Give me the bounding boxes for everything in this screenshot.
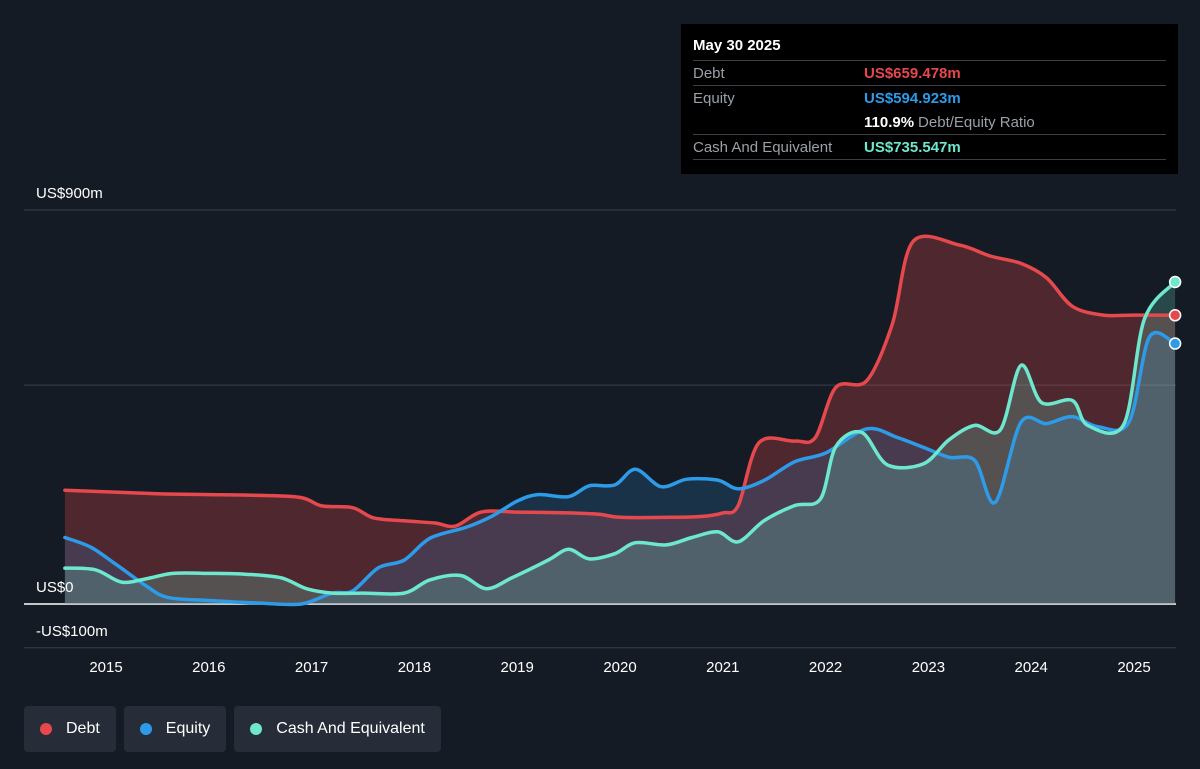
x-tick-label: 2023 [912, 659, 945, 676]
cash-end-point[interactable] [1168, 275, 1182, 289]
x-tick-label: 2021 [706, 659, 739, 676]
x-tick-label: 2019 [501, 659, 534, 676]
x-tick-label: 2025 [1117, 659, 1150, 676]
tooltip-cash-value: US$735.547m [864, 138, 961, 156]
x-tick-label: 2018 [398, 659, 431, 676]
tooltip-date: May 30 2025 [693, 37, 781, 54]
x-tick-label: 2022 [809, 659, 842, 676]
legend-item-cash[interactable]: Cash And Equivalent [234, 706, 441, 752]
debt-equity-chart: US$900m US$0 -US$100m 2015 2016 2017 2018 2019… [24, 185, 1182, 676]
tooltip-row-cash: Cash And Equivalent US$735.547m [693, 134, 1166, 159]
x-tick-label: 2024 [1015, 659, 1048, 676]
legend-item-equity[interactable]: Equity [123, 706, 227, 752]
tooltip-debt-value: US$659.478m [864, 64, 961, 82]
tooltip-equity-label: Equity [693, 89, 735, 107]
equity-end-point[interactable] [1168, 337, 1182, 350]
cash-line [63, 280, 1177, 596]
cash-area [64, 282, 1176, 604]
legend-equity-label: Equity [165, 720, 211, 737]
chart-legend: Debt Equity Cash And Equivalent [24, 706, 441, 752]
equity-line [63, 330, 1177, 607]
debt-dot-icon [40, 723, 52, 735]
y-axis-labels: US$900m US$0 -US$100m [36, 185, 108, 640]
equity-area [64, 332, 1176, 605]
x-tick-label: 2020 [603, 659, 636, 676]
series-lines [63, 234, 1177, 607]
tooltip-equity-value: US$594.923m [864, 89, 961, 107]
tooltip-cash-label: Cash And Equivalent [693, 138, 833, 156]
legend-item-debt[interactable]: Debt [24, 706, 116, 752]
series-areas [64, 236, 1176, 605]
tooltip-row-equity: Equity US$594.923m [693, 85, 1166, 110]
cash-dot-icon [250, 723, 263, 735]
tooltip-ratio-value: 110.9% [864, 113, 915, 131]
grid-lines [24, 209, 1176, 649]
debt-line [63, 234, 1177, 529]
debt-area [64, 236, 1176, 604]
tooltip-debt-label: Debt [693, 64, 725, 82]
y-tick-label: -US$100m [36, 623, 108, 640]
series-endpoints [1168, 275, 1182, 350]
tooltip-ratio-label: Debt/Equity Ratio [918, 113, 1035, 131]
tooltip-row-debt: Debt US$659.478m [693, 60, 1166, 85]
y-tick-label: US$0 [36, 579, 74, 596]
tooltip-row-ratio: 110.9% Debt/Equity Ratio [693, 110, 1166, 134]
tooltip-panel: May 30 2025 Debt US$659.478m Equity US$5… [681, 24, 1178, 174]
x-axis-labels: 2015 2016 2017 2018 2019 2020 2021 2022 2023 2024… [89, 659, 1150, 676]
legend-cash-label: Cash And Equivalent [276, 720, 425, 737]
x-tick-label: 2015 [89, 659, 122, 676]
x-tick-label: 2017 [295, 659, 328, 676]
debt-end-point[interactable] [1168, 309, 1182, 322]
y-tick-label: US$900m [36, 185, 103, 202]
equity-dot-icon [139, 723, 152, 735]
x-tick-label: 2016 [192, 659, 225, 676]
legend-debt-label: Debt [66, 720, 100, 737]
